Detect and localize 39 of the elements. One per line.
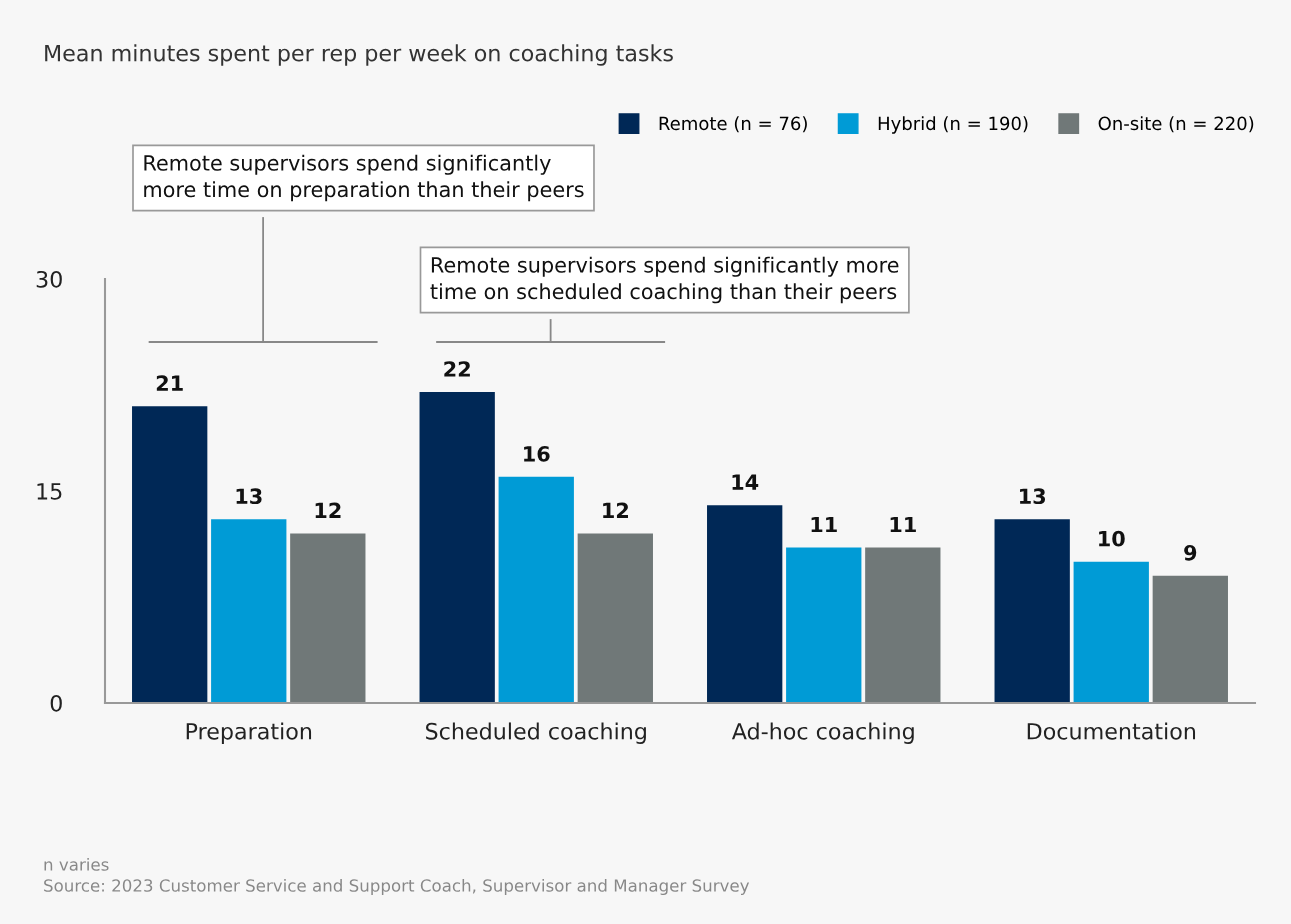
x-tick-label: Preparation [186,722,312,744]
data-label: 13 [236,488,262,505]
legend-label: Remote (n = 76) [659,116,807,133]
data-label: 12 [603,502,628,518]
data-label: 22 [444,361,470,377]
bar [1152,575,1228,703]
data-label: 11 [811,516,837,533]
data-label: 12 [315,502,341,518]
x-tick-label: Scheduled coaching [426,722,646,744]
bar [211,519,287,703]
x-tick-label: Documentation [1027,722,1196,740]
text: Remote supervisors spend significantly more time on preparation than their peers [144,154,584,202]
bar [786,547,862,703]
bar [1073,561,1149,703]
bar [419,392,495,703]
bar [498,476,574,703]
y-tick-label: 30 [36,270,62,288]
data-label: 16 [524,445,550,462]
legend-label: Hybrid (n = 190) [878,116,1028,134]
x-tick-label: Ad-hoc coaching [731,722,914,744]
annotation: Remote supervisors spend significantly more time on scheduled coaching than their peers [430,256,899,304]
y-tick-label: 0 [50,694,62,712]
bar [994,519,1070,703]
text: n varies [44,857,109,871]
y-tick-label: 15 [37,483,62,500]
bar [132,406,208,703]
bar [707,505,783,703]
legend-label: On-site (n = 220) [1098,116,1254,133]
chart-title: Mean minutes spent per rep per week on coaching tasks [45,44,673,66]
bar [577,533,653,703]
data-label: 10 [1099,530,1125,547]
data-label: 13 [1020,488,1046,505]
bar [865,547,941,703]
data-label: 14 [732,474,759,490]
bar [290,533,366,703]
data-label: 11 [890,516,916,533]
data-label: 9 [1184,544,1197,561]
data-label: 21 [156,375,183,391]
source-note: Source: 2023 Customer Service and Support Coach, Supervisor and Manager Survey [44,878,750,896]
